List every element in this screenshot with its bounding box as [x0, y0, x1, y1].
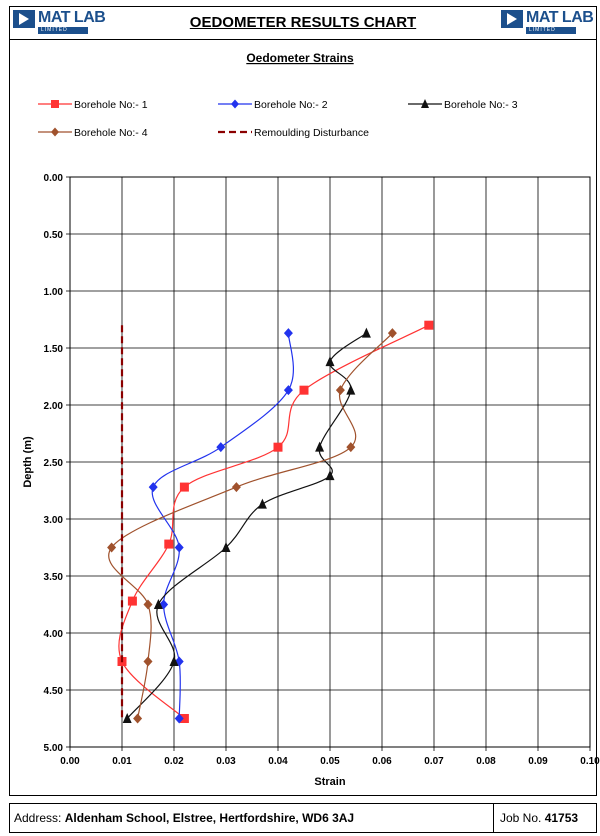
job-label: Job No.: [500, 811, 542, 825]
y-tick-label: 3.00: [44, 515, 64, 526]
legend-swatch-marker-3: [421, 99, 429, 108]
series-line-3: [126, 332, 367, 719]
data-point-series-3: [325, 356, 335, 367]
x-tick-label: 0.08: [476, 756, 496, 767]
legend-swatch-marker-1: [51, 100, 59, 108]
data-point-series-4: [143, 599, 153, 610]
data-point-series-4: [143, 656, 153, 667]
data-point-series-2: [174, 713, 184, 724]
legend-label-4: Borehole No:- 4: [74, 127, 148, 139]
legend-label-5: Remoulding Disturbance: [254, 127, 369, 139]
y-tick-label: 4.00: [44, 629, 64, 640]
logo-arrow-icon: [501, 10, 523, 28]
legend-swatch-marker-4: [51, 127, 59, 137]
y-tick-label: 1.00: [44, 287, 64, 298]
data-point-series-4: [133, 713, 143, 724]
y-tick-label: 2.50: [44, 458, 64, 469]
data-point-series-2: [216, 442, 226, 453]
data-point-series-3: [315, 441, 325, 452]
y-tick-label: 4.50: [44, 686, 64, 697]
y-axis-label: Depth (m): [22, 436, 34, 488]
logo-left: MAT LAB LIMITED: [13, 9, 106, 36]
logo-name: MAT LAB: [38, 9, 106, 26]
data-point-series-1: [273, 442, 283, 452]
x-tick-label: 0.01: [112, 756, 132, 767]
data-point-series-4: [335, 385, 345, 396]
job-number: 41753: [544, 811, 579, 825]
data-point-series-3: [325, 470, 335, 481]
y-tick-label: 2.00: [44, 401, 64, 412]
x-tick-label: 0.02: [164, 756, 184, 767]
page-frame: [9, 6, 597, 796]
data-point-series-1: [299, 385, 309, 395]
y-tick-label: 1.50: [44, 344, 64, 355]
legend-label-1: Borehole No:- 1: [74, 99, 148, 111]
series-line-2: [151, 333, 294, 719]
data-point-series-4: [346, 442, 356, 453]
x-tick-label: 0.10: [580, 756, 600, 767]
data-point-series-3: [361, 327, 371, 338]
logo-sub: LIMITED: [38, 27, 88, 34]
data-point-series-2: [283, 385, 293, 396]
y-tick-label: 0.50: [44, 230, 64, 241]
legend-label-2: Borehole No:- 2: [254, 99, 328, 111]
data-point-series-1: [424, 320, 434, 330]
page-title: OEDOMETER RESULTS CHART: [189, 14, 417, 31]
logo-arrow-icon: [13, 10, 35, 28]
x-tick-label: 0.09: [528, 756, 548, 767]
data-point-series-1: [179, 482, 189, 492]
x-tick-label: 0.03: [216, 756, 236, 767]
address-cell: Address: Aldenham School, Elstree, Hertf…: [10, 804, 494, 832]
x-tick-label: 0.05: [320, 756, 340, 767]
address-value: Aldenham School, Elstree, Hertfordshire,…: [64, 811, 355, 825]
x-axis-label: Strain: [314, 776, 345, 788]
plot-border: [69, 176, 591, 748]
series-line-4: [108, 332, 393, 719]
data-point-series-4: [231, 482, 241, 493]
data-point-series-4: [387, 328, 397, 339]
data-point-series-2: [174, 542, 184, 553]
x-tick-label: 0.07: [424, 756, 444, 767]
data-point-series-3: [169, 656, 179, 666]
legend-swatch-marker-2: [231, 99, 239, 109]
x-tick-label: 0.06: [372, 756, 392, 767]
data-point-series-3: [153, 599, 163, 609]
y-tick-label: 3.50: [44, 572, 64, 583]
data-point-series-3: [221, 542, 231, 552]
job-cell: Job No. 41753: [500, 804, 578, 825]
data-point-series-1: [179, 714, 189, 723]
data-point-series-2: [148, 482, 158, 493]
data-point-series-1: [164, 539, 174, 549]
address-label: Address:: [14, 811, 62, 825]
data-point-series-3: [346, 384, 356, 395]
data-point-series-3: [257, 498, 267, 509]
logo-sub: LIMITED: [526, 27, 576, 34]
y-tick-label: 5.00: [44, 743, 64, 754]
logo-name: MAT LAB: [526, 9, 594, 26]
header: MAT LAB LIMITED OEDOMETER RESULTS CHART …: [9, 6, 597, 40]
data-point-series-2: [283, 328, 293, 339]
data-point-series-4: [107, 542, 117, 553]
x-tick-label: 0.00: [60, 756, 80, 767]
logo-right: MAT LAB LIMITED: [501, 9, 594, 36]
chart-title: Oedometer Strains: [246, 51, 354, 65]
x-tick-label: 0.04: [268, 756, 288, 767]
legend-label-3: Borehole No:- 3: [444, 99, 518, 111]
footer: Address: Aldenham School, Elstree, Hertf…: [9, 803, 597, 833]
data-point-series-1: [127, 596, 137, 606]
data-point-series-3: [122, 713, 132, 723]
y-tick-label: 0.00: [44, 173, 64, 184]
